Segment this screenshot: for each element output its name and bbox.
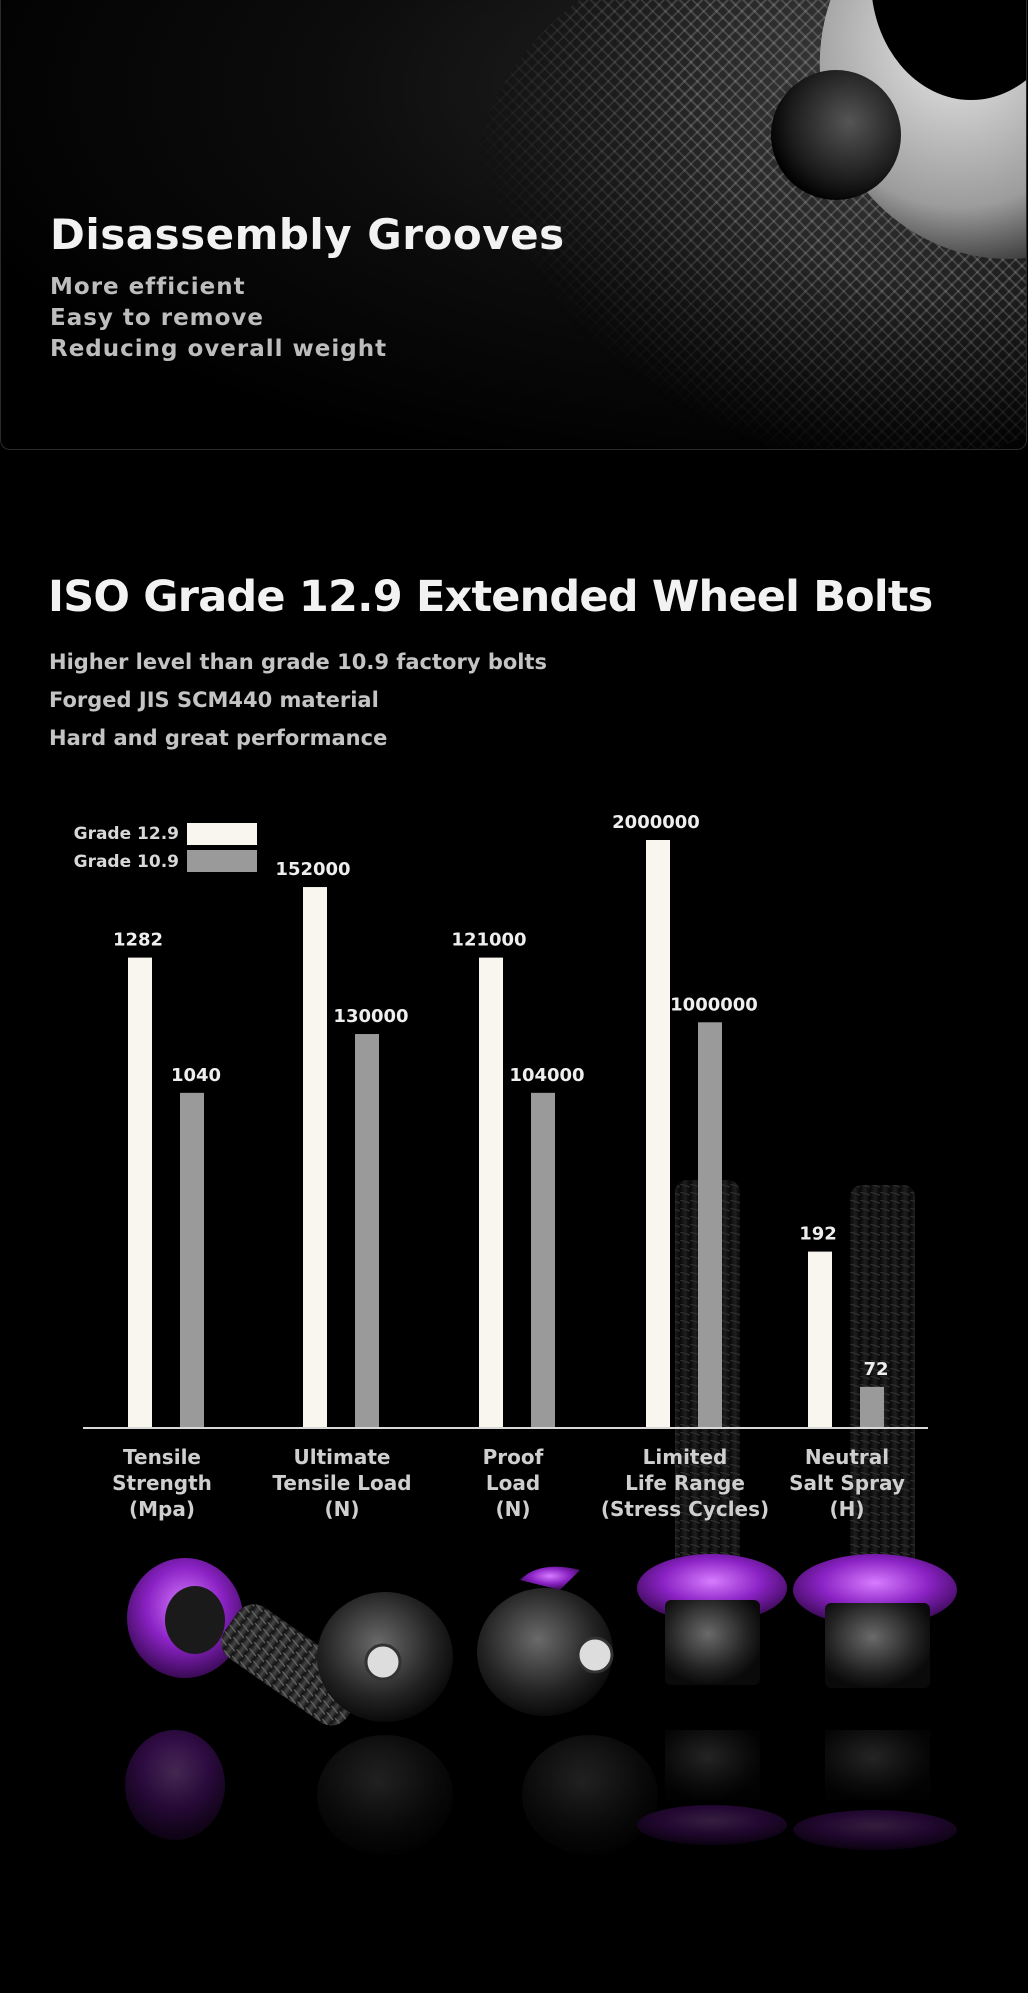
bolt-product-photo xyxy=(0,1180,1028,1993)
value-label-grade-10-9-4: 72 xyxy=(863,1359,888,1380)
disassembly-title: Disassembly Grooves xyxy=(50,210,565,259)
bar-grade-12-9-3 xyxy=(646,840,670,1428)
category-label-3-line-0: Limited xyxy=(643,1445,728,1469)
spec-line-1: Higher level than grade 10.9 factory bol… xyxy=(49,650,548,674)
feature-line-1: More efficient xyxy=(50,274,246,300)
chart-bars: 1282 152000 121000 2000000 192 1040 130000 1040… xyxy=(113,812,889,1428)
feature-line-2: Easy to remove xyxy=(50,305,265,331)
category-label-4-line-0: Neutral xyxy=(805,1445,889,1469)
wheel-bolts-title: ISO Grade 12.9 Extended Wheel Bolts xyxy=(48,572,933,622)
value-label-grade-10-9-3: 1000000 xyxy=(670,994,758,1015)
legend-label-grade-10-9: Grade 10.9 xyxy=(74,852,179,872)
value-label-grade-12-9-4: 192 xyxy=(799,1224,837,1245)
bar-grade-10-9-4 xyxy=(860,1386,884,1428)
disassembly-grooves-panel xyxy=(0,0,1027,450)
feature-line-3: Reducing overall weight xyxy=(50,336,388,362)
legend-label-grade-12-9: Grade 12.9 xyxy=(74,824,179,844)
category-label-0-line-0: Tensile xyxy=(123,1445,201,1469)
legend-swatch-grade-10-9 xyxy=(187,850,257,872)
value-label-grade-10-9-1: 130000 xyxy=(333,1006,408,1027)
wheel-stud-image xyxy=(771,70,901,200)
spec-line-3: Hard and great performance xyxy=(49,726,388,750)
category-label-4-line-1: Salt Spray xyxy=(789,1471,905,1495)
category-label-2-line-1: Load xyxy=(486,1471,540,1495)
category-label-1-line-0: Ultimate xyxy=(294,1445,391,1469)
value-label-grade-10-9-0: 1040 xyxy=(171,1065,221,1086)
bar-grade-10-9-1 xyxy=(355,1034,379,1428)
bolt-strength-chart: Grade 12.9 Grade 10.9 1282 152000 121000 20… xyxy=(0,812,1028,1993)
bar-grade-10-9-2 xyxy=(531,1092,555,1428)
category-label-0-line-2: (Mpa) xyxy=(129,1497,195,1521)
bar-grade-12-9-1 xyxy=(303,887,327,1428)
category-label-1-line-2: (N) xyxy=(324,1497,359,1521)
value-label-grade-12-9-0: 1282 xyxy=(113,930,163,951)
legend-swatch-grade-12-9 xyxy=(187,823,257,845)
category-label-3-line-2: (Stress Cycles) xyxy=(601,1497,769,1521)
bar-grade-12-9-4 xyxy=(808,1251,832,1428)
chart-legend: Grade 12.9 Grade 10.9 xyxy=(74,823,257,872)
value-label-grade-12-9-2: 121000 xyxy=(451,930,526,951)
value-label-grade-10-9-2: 104000 xyxy=(509,1065,584,1086)
category-label-3-line-1: Life Range xyxy=(625,1471,745,1495)
bar-grade-10-9-0 xyxy=(180,1092,204,1428)
bar-grade-10-9-3 xyxy=(698,1022,722,1428)
category-label-2-line-2: (N) xyxy=(495,1497,530,1521)
category-label-2-line-0: Proof xyxy=(483,1445,544,1469)
category-label-0-line-1: Strength xyxy=(112,1471,212,1495)
category-label-1-line-1: Tensile Load xyxy=(272,1471,411,1495)
value-label-grade-12-9-3: 2000000 xyxy=(612,812,700,833)
value-label-grade-12-9-1: 152000 xyxy=(275,859,350,880)
bar-grade-12-9-0 xyxy=(128,957,152,1428)
spec-line-2: Forged JIS SCM440 material xyxy=(49,688,379,712)
bar-grade-12-9-2 xyxy=(479,957,503,1428)
category-label-4-line-2: (H) xyxy=(829,1497,864,1521)
